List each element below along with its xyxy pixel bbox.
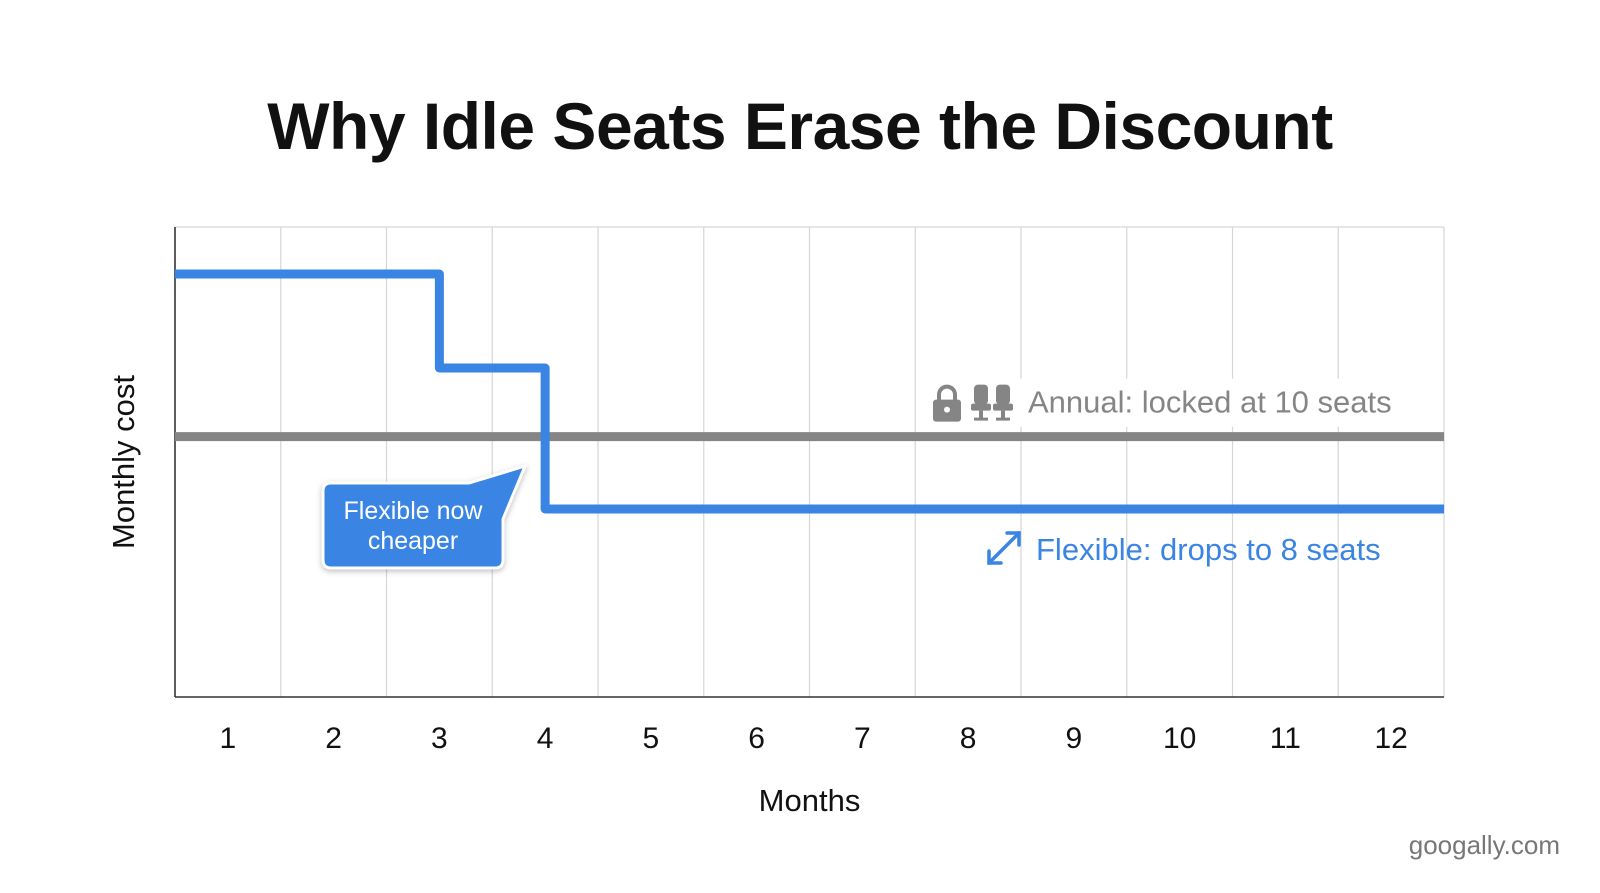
y-axis-title: Monthly cost [106,375,141,549]
x-tick-label: 11 [1270,722,1301,755]
x-tick-label: 2 [325,722,342,755]
seats-icon [971,384,1013,421]
x-tick-label: 3 [431,722,448,755]
flexible-series-line [175,269,1444,514]
x-tick-label: 1 [220,722,237,755]
x-tick-label: 9 [1066,722,1083,755]
x-tick-label: 7 [854,722,871,755]
callout-text-line: cheaper [368,527,458,555]
callout-bubble [321,463,528,570]
x-tick-label: 12 [1374,722,1407,755]
resize-arrows-icon [987,531,1021,565]
annual-series-label: Annual: locked at 10 seats [1028,385,1392,420]
watermark: googally.com [1408,830,1560,860]
callout-text-line: Flexible now [344,497,484,525]
x-tick-label: 8 [960,722,977,755]
x-tick-label: 5 [643,722,660,755]
x-tick-label: 6 [748,722,765,755]
x-axis-title: Months [759,783,861,818]
x-tick-label: 4 [537,722,554,755]
chart-title: Why Idle Seats Erase the Discount [267,89,1333,163]
flexible-series-label: Flexible: drops to 8 seats [1036,532,1381,567]
x-tick-label: 10 [1163,722,1196,755]
lock-icon [933,384,961,422]
